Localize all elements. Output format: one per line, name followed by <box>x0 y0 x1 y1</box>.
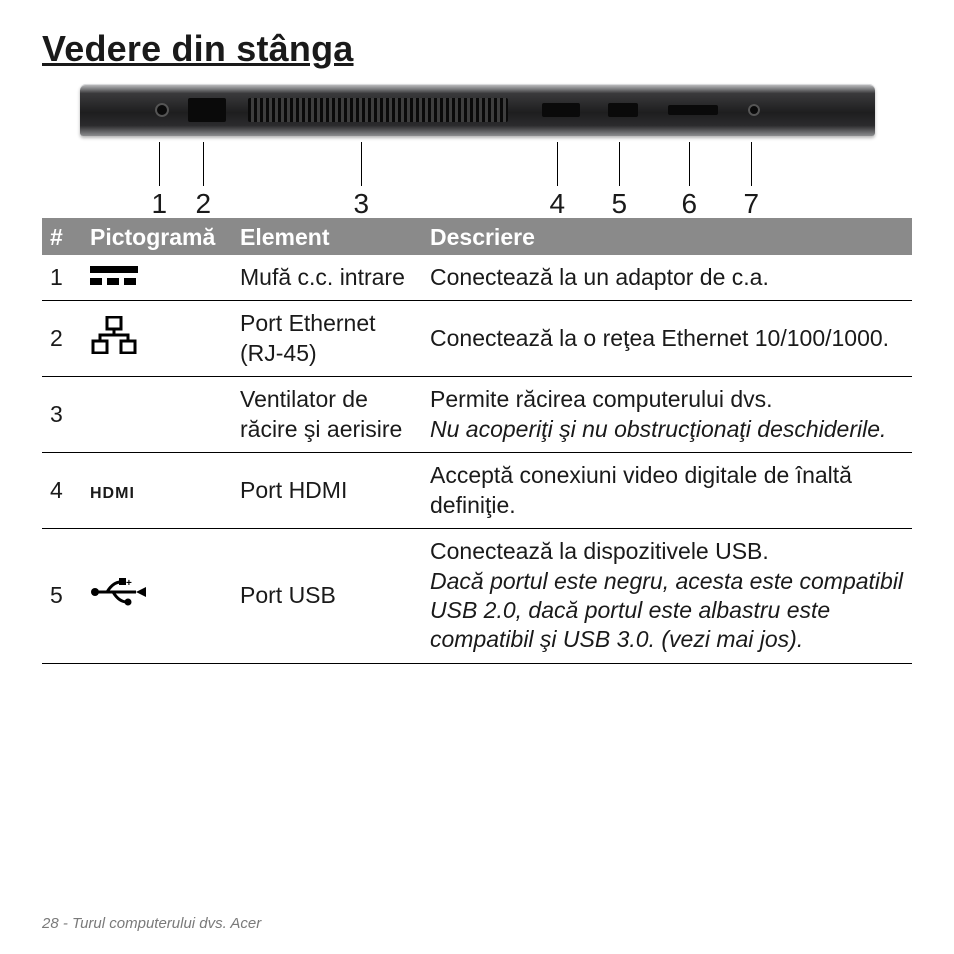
row-num: 4 <box>42 453 82 529</box>
callout-4: 4 <box>550 142 566 220</box>
row-icon: + <box>82 529 232 664</box>
hdmi-port-graphic <box>542 103 580 117</box>
row-element: Port USB <box>232 529 422 664</box>
usb-icon: + <box>90 577 150 607</box>
row-icon <box>82 377 232 453</box>
row-desc: Conectează la un adaptor de c.a. <box>422 255 912 301</box>
ethernet-port-graphic <box>188 98 226 122</box>
row-element: Port HDMI <box>232 453 422 529</box>
row-icon <box>82 255 232 301</box>
hdmi-icon: HDMI <box>90 485 135 502</box>
col-num: # <box>42 218 82 255</box>
row-element: Ventilator de răcire şi aerisire <box>232 377 422 453</box>
row-icon: HDMI <box>82 453 232 529</box>
callout-1: 1 <box>152 142 168 220</box>
table-row: 5 + Port USBConectează la dispozitivele US… <box>42 529 912 664</box>
table-row: 4 HDMI Port HDMIAcceptă conexiuni video di… <box>42 453 912 529</box>
callout-5: 5 <box>612 142 628 220</box>
table-row: 3 Ventilator de răcire şi aerisirePermite… <box>42 377 912 453</box>
audio-jack-graphic <box>748 104 760 116</box>
callout-3: 3 <box>354 142 370 220</box>
table-header-row: # Pictogramă Element Descriere <box>42 218 912 255</box>
row-num: 2 <box>42 301 82 377</box>
page-number: 28 <box>42 915 59 932</box>
page-title: Vedere din stânga <box>42 28 912 70</box>
callout-2: 2 <box>196 142 212 220</box>
row-desc: Conectează la dispozitivele USB.Dacă por… <box>422 529 912 664</box>
row-element: Mufă c.c. intrare <box>232 255 422 301</box>
footer-text: Turul computerului dvs. Acer <box>72 915 261 932</box>
row-desc: Conectează la o reţea Ethernet 10/100/10… <box>422 301 912 377</box>
row-desc: Acceptă conexiuni video digitale de înal… <box>422 453 912 529</box>
row-element: Port Ethernet (RJ-45) <box>232 301 422 377</box>
table-row: 1 Mufă c.c. intrareConectează la un adapt… <box>42 255 912 301</box>
row-num: 3 <box>42 377 82 453</box>
row-num: 5 <box>42 529 82 664</box>
col-desc: Descriere <box>422 218 912 255</box>
col-icon: Pictogramă <box>82 218 232 255</box>
row-num: 1 <box>42 255 82 301</box>
usb-port-graphic <box>608 103 638 117</box>
laptop-side-view <box>80 84 875 136</box>
callout-7: 7 <box>744 142 760 220</box>
dc-jack-icon <box>90 266 138 285</box>
col-elem: Element <box>232 218 422 255</box>
callout-number-row: 1234567 <box>80 142 875 214</box>
row-icon <box>82 301 232 377</box>
sd-slot-graphic <box>668 105 718 115</box>
dc-jack-port-graphic <box>155 103 169 117</box>
table-row: 2 Port Ethernet (RJ-45)Conectează la o re… <box>42 301 912 377</box>
footer-sep: - <box>59 915 72 932</box>
svg-text:+: + <box>126 578 132 589</box>
row-desc: Permite răcirea computerului dvs.Nu acop… <box>422 377 912 453</box>
ports-table: # Pictogramă Element Descriere 1 Mufă c.c… <box>42 218 912 664</box>
callout-6: 6 <box>682 142 698 220</box>
ethernet-icon <box>90 316 138 354</box>
page-footer: 28 - Turul computerului dvs. Acer <box>42 915 261 932</box>
vent-graphic <box>248 98 508 122</box>
